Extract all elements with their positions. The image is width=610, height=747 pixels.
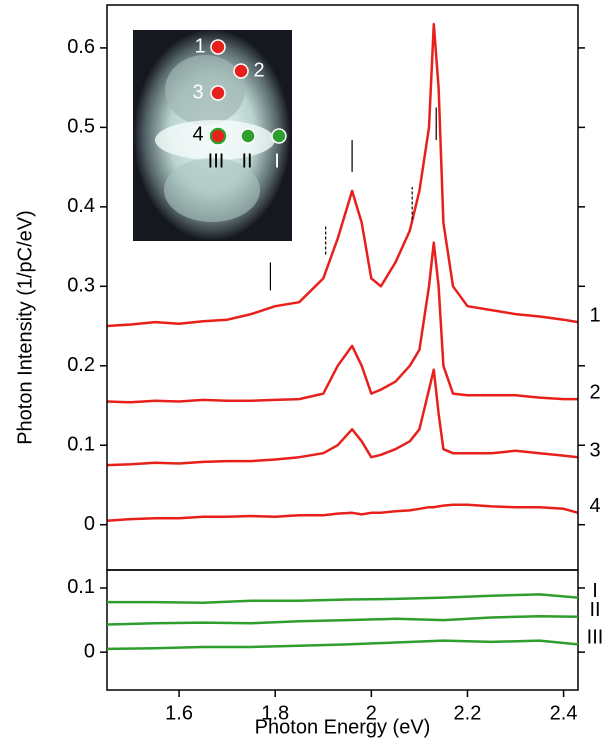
inset-image: 1 2 3 4 III II I [133,30,292,241]
series-label: 2 [589,381,600,403]
inset-label: III [208,150,225,172]
y-tick-label: 0.5 [67,116,95,138]
series-label: II [589,599,600,621]
inset-point [233,63,249,79]
y-tick-label: 0.2 [67,354,95,376]
series-line [106,241,578,404]
inset-point [240,128,256,144]
inset-point [212,130,224,142]
x-tick-label: 2.2 [454,702,482,724]
series-line [106,614,579,626]
y-tick-label: 0.1 [67,434,95,456]
series-label: I [592,580,598,602]
inset-label: 4 [192,123,203,145]
inset-blob [165,55,245,125]
y-axis-label: Photon Intensity (1/pC/eV) [14,210,36,445]
inset-label: 3 [192,81,203,103]
inset-label: II [241,150,252,172]
series-label: 4 [589,495,600,517]
series-line [106,368,579,467]
inset-label: 2 [253,59,264,81]
series-line [106,639,579,651]
inset-label: I [274,150,280,172]
inset-blob [164,158,260,222]
y-tick-label: 0.3 [67,275,95,297]
y-tick-label: 0.4 [67,195,95,217]
x-tick-label: 2 [366,702,377,724]
inset-point [210,39,226,55]
y-tick-label: 0 [84,640,95,662]
y-tick-label: 0.6 [67,36,95,58]
series-line [106,22,579,328]
plot-frame [106,569,579,691]
series-label: 1 [589,304,600,326]
series-line [106,503,579,522]
inset-point [210,85,226,101]
series-label: III [587,627,604,649]
x-tick-label: 2.4 [550,702,578,724]
x-axis-label: Photon Energy (eV) [255,716,431,738]
x-tick-label: 1.6 [165,702,193,724]
series-line [107,593,579,604]
inset-point [271,128,287,144]
x-tick-label: 1.8 [261,702,289,724]
inset-label: 1 [194,35,205,57]
y-tick-label: 0 [84,513,95,535]
series-label: 3 [589,439,600,461]
y-tick-label: 0.1 [67,576,95,598]
